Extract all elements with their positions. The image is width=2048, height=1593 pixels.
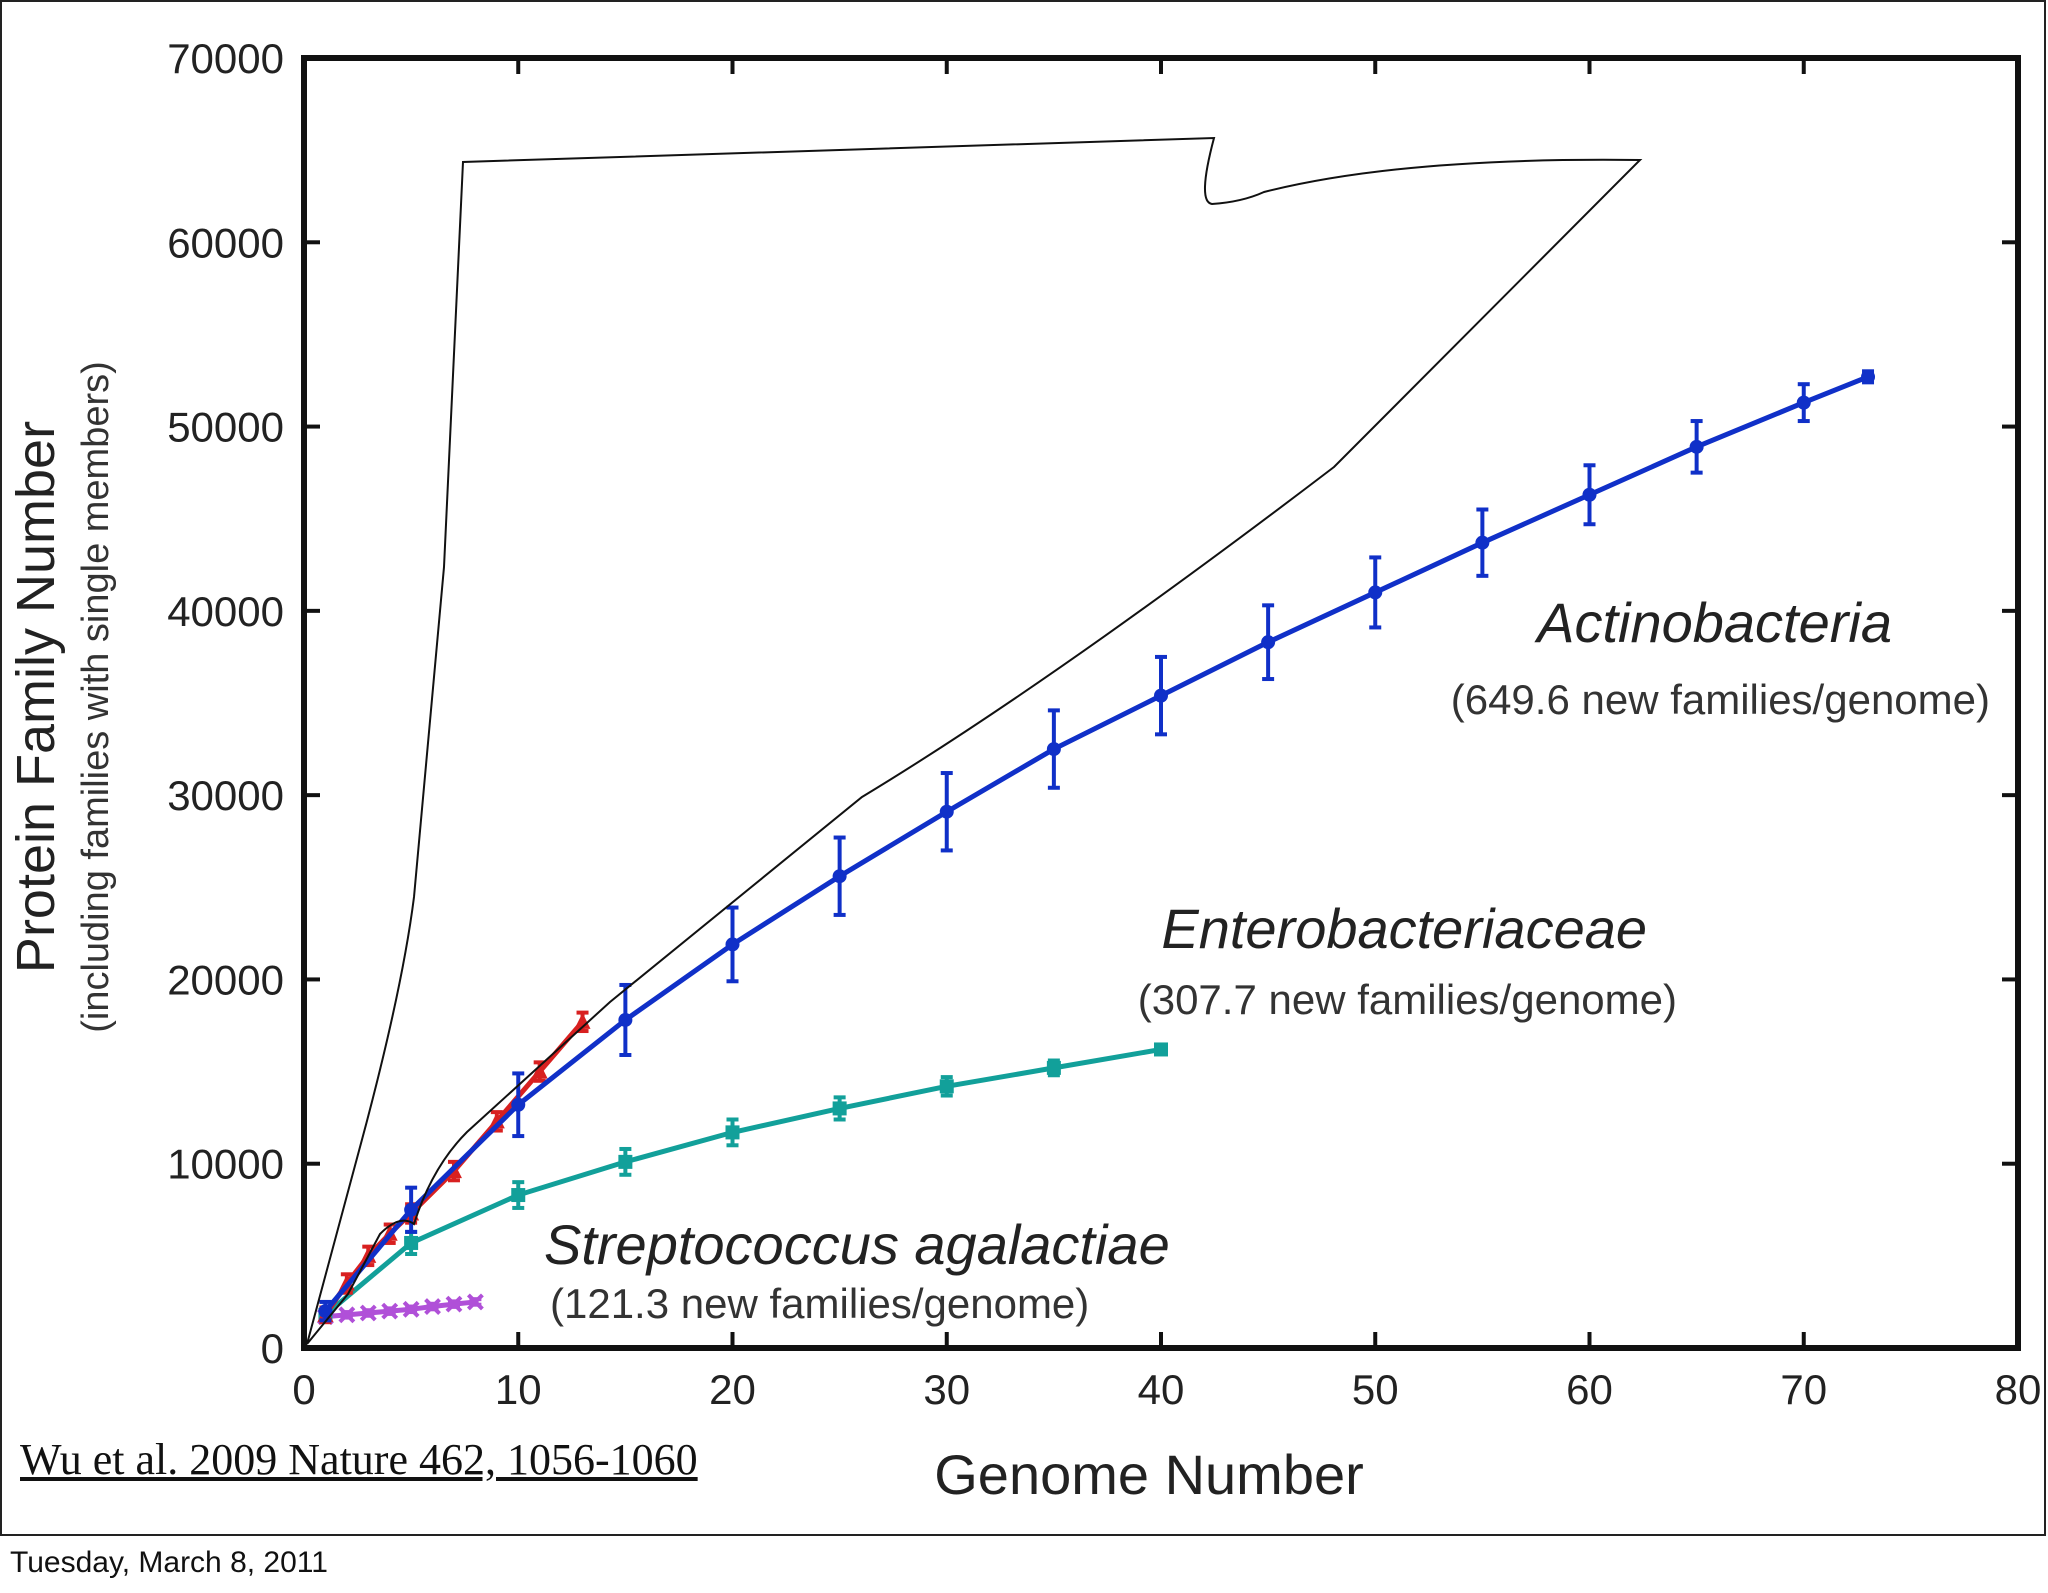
y-axis-title: Protein Family Number (6, 421, 66, 973)
annotation-enterobacteriaceae-title: Enterobacteriaceae (1161, 897, 1647, 960)
data-point (725, 937, 740, 952)
y-tick-label: 40000 (167, 588, 284, 635)
x-tick-label: 50 (1352, 1366, 1399, 1413)
x-tick-label: 80 (1995, 1366, 2042, 1413)
data-point (359, 1304, 377, 1322)
annotation-actinobacteria-title: Actinobacteria (1534, 591, 1892, 654)
freehand-outline (306, 136, 1643, 1345)
x-tick-label: 30 (923, 1366, 970, 1413)
annotation-actinobacteria-subtitle: (649.6 new families/genome) (1451, 676, 1990, 723)
series-line (325, 1299, 476, 1320)
data-point (1046, 742, 1061, 757)
data-point (1154, 688, 1168, 703)
annotation-streptococcus-subtitle: (121.3 new families/genome) (550, 1280, 1089, 1327)
data-point (381, 1302, 399, 1320)
data-point (1154, 1042, 1168, 1057)
series-line (323, 374, 1869, 1313)
data-point (1046, 1060, 1061, 1075)
data-point (1582, 487, 1597, 502)
x-axis-title: Genome Number (934, 1443, 1364, 1506)
data-point (531, 1062, 548, 1079)
x-tick-label: 10 (495, 1366, 542, 1413)
data-point (404, 1202, 419, 1217)
data-point (1689, 439, 1704, 454)
chart: Protein Family Number (including familie… (6, 35, 2042, 1506)
data-point (618, 1154, 633, 1169)
x-tick-label: 40 (1138, 1366, 1185, 1413)
data-point (832, 869, 847, 884)
y-tick-label: 50000 (167, 404, 284, 451)
annotation-enterobacteriaceae-subtitle: (307.7 new families/genome) (1138, 976, 1677, 1023)
data-point (466, 1293, 484, 1311)
data-point (402, 1300, 420, 1318)
y-tick-label: 70000 (167, 35, 284, 82)
data-point (725, 1125, 740, 1140)
footer-date: Tuesday, March 8, 2011 (10, 1546, 328, 1579)
data-point (1368, 585, 1383, 600)
data-point (404, 1235, 419, 1250)
annotation-streptococcus-title: Streptococcus agalactiae (544, 1213, 1170, 1276)
data-point (832, 1101, 847, 1116)
x-tick-label: 0 (292, 1366, 315, 1413)
x-tick-label: 70 (1780, 1366, 1827, 1413)
data-point (939, 804, 954, 819)
plot-frame (301, 55, 2021, 1351)
data-point (445, 1295, 463, 1313)
data-point (1861, 369, 1876, 384)
data-point (511, 1097, 526, 1112)
data-point (1261, 635, 1276, 650)
y-tick-label: 20000 (167, 956, 284, 1003)
x-tick-label: 60 (1566, 1366, 1613, 1413)
data-point (574, 1012, 591, 1029)
y-axis-subtitle: (including families with single members) (75, 361, 117, 1033)
data-point (338, 1306, 356, 1324)
data-point (1475, 535, 1490, 550)
data-point (1796, 395, 1811, 410)
y-tick-label: 30000 (167, 772, 284, 819)
x-tick-label: 20 (709, 1366, 756, 1413)
slide: Protein Family Number (including familie… (0, 0, 2046, 1536)
series-actinobacteria (318, 369, 1876, 1323)
data-point (618, 1012, 633, 1027)
citation-link[interactable]: Wu et al. 2009 Nature 462, 1056-1060 (20, 1435, 698, 1484)
y-tick-label: 0 (261, 1325, 284, 1372)
data-point (318, 1304, 333, 1319)
y-tick-label: 60000 (167, 219, 284, 266)
data-point (939, 1079, 954, 1094)
data-point (511, 1188, 526, 1203)
y-tick-label: 10000 (167, 1141, 284, 1188)
data-point (424, 1298, 441, 1315)
